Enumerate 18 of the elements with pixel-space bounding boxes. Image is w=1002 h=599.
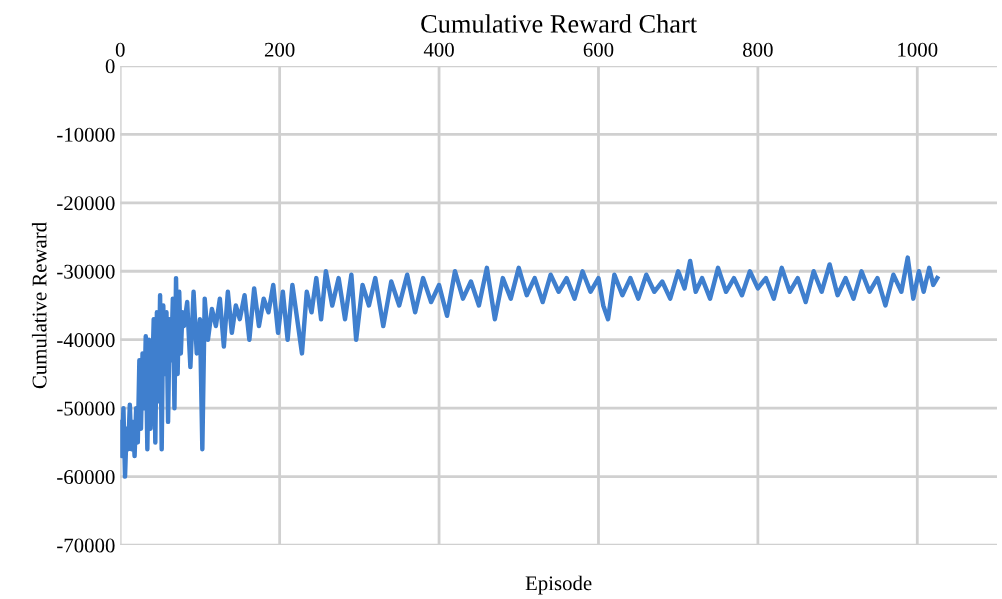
x-tick-label: 600 xyxy=(583,42,614,57)
x-tick-label: 800 xyxy=(743,42,773,57)
y-tick-label: -40000 xyxy=(57,333,115,348)
x-tick-label: 0 xyxy=(115,42,125,57)
y-tick-label: -60000 xyxy=(57,470,115,485)
y-tick-label: -70000 xyxy=(57,538,115,553)
y-tick-label: -50000 xyxy=(57,401,115,416)
line-series xyxy=(120,255,940,479)
y-axis-title: Cumulative Reward xyxy=(31,222,47,389)
x-tick-label: 1000 xyxy=(898,42,938,57)
chart-title: Cumulative Reward Chart xyxy=(421,14,697,33)
y-tick-label: -20000 xyxy=(57,196,115,211)
y-tick-label: -10000 xyxy=(57,127,115,142)
y-tick-label: -30000 xyxy=(57,264,115,279)
x-tick-label: 400 xyxy=(423,42,454,57)
x-tick-label: 200 xyxy=(264,42,295,57)
x-axis-title: Episode xyxy=(525,575,592,595)
y-tick-label: 0 xyxy=(105,59,115,74)
